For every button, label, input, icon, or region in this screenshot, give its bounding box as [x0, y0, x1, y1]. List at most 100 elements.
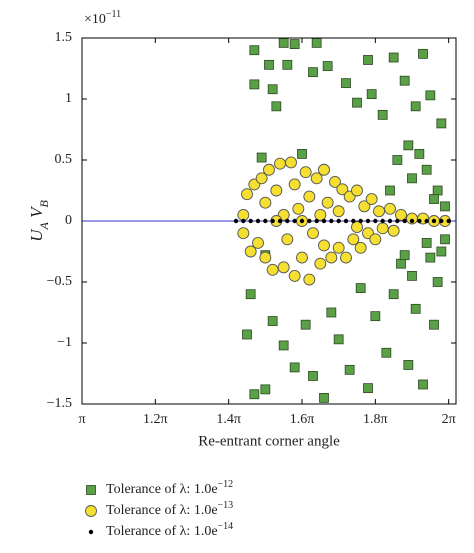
- square-point: [385, 185, 395, 196]
- dot-point: [336, 218, 341, 224]
- square-point: [355, 283, 366, 294]
- dot-point: [329, 218, 334, 224]
- square-point: [421, 238, 432, 248]
- square-point: [436, 246, 447, 257]
- circle-point: [288, 269, 301, 282]
- square-point: [256, 152, 267, 163]
- y-tick-label: 1.5: [55, 30, 73, 45]
- circle-point: [340, 251, 352, 264]
- x-tick-label: 1.6π: [290, 412, 315, 427]
- circle-point: [369, 233, 382, 246]
- dot-point: [270, 218, 275, 224]
- square-point: [308, 67, 318, 78]
- square-point: [410, 101, 421, 112]
- square-point: [278, 340, 289, 351]
- dot-point: [285, 218, 290, 224]
- circle-point: [303, 190, 316, 203]
- offset-exp: −11: [106, 9, 121, 20]
- square-point: [418, 48, 428, 59]
- square-point: [249, 389, 260, 400]
- y-label-part: B: [37, 200, 51, 208]
- circle-point: [387, 224, 400, 237]
- x-tick-label: 2π: [442, 412, 456, 427]
- offset-base: ×10: [84, 12, 106, 27]
- dot-point: [292, 218, 297, 224]
- square-point: [403, 360, 414, 370]
- legend-label: Tolerance of λ: 1.0e−12: [106, 479, 233, 497]
- square-point: [440, 201, 450, 212]
- circle-point: [277, 261, 290, 274]
- dot-point: [248, 218, 253, 224]
- dot-point: [241, 218, 246, 224]
- circle-point: [336, 183, 349, 196]
- dot-point: [263, 218, 268, 224]
- square-point: [341, 78, 351, 89]
- circle-point: [325, 251, 338, 264]
- square-point: [399, 75, 410, 86]
- dot-point: [88, 529, 94, 535]
- square-point: [278, 37, 289, 48]
- dot-point: [255, 218, 261, 224]
- circle-point: [274, 157, 286, 170]
- square-point: [319, 392, 329, 403]
- circle-point: [365, 193, 378, 205]
- square-point: [333, 334, 344, 345]
- dot-point: [343, 218, 349, 224]
- square-point: [425, 252, 436, 263]
- square-point: [242, 329, 252, 340]
- square-point: [370, 311, 381, 322]
- circle-point: [241, 188, 253, 201]
- dot-point: [351, 218, 356, 224]
- y-tick-label: 1: [65, 91, 72, 106]
- dot-point: [314, 218, 319, 224]
- circle-point: [255, 172, 268, 185]
- circle-point: [332, 205, 345, 218]
- y-label-part: U: [27, 228, 46, 242]
- circle-point: [376, 222, 389, 235]
- legend-exp: −14: [218, 521, 234, 532]
- circle-point: [252, 237, 264, 249]
- circle-point: [237, 208, 250, 221]
- square-point: [282, 59, 293, 70]
- legend-name: Tolerance of λ: 1.0e: [106, 503, 218, 518]
- square-point: [436, 118, 447, 129]
- circle-point: [384, 202, 396, 215]
- square-point: [249, 79, 260, 90]
- dot-point: [380, 218, 385, 224]
- dot-point: [321, 218, 327, 224]
- square-point: [403, 140, 414, 151]
- square-point: [381, 347, 392, 358]
- square-point: [414, 148, 425, 159]
- square-point: [425, 90, 436, 101]
- square-point: [418, 379, 428, 390]
- legend-label: Tolerance of λ: 1.0e−14: [106, 521, 233, 539]
- legend-exp: −13: [218, 500, 234, 511]
- dot-point: [387, 218, 393, 224]
- dot-point: [417, 218, 422, 224]
- square-point: [410, 303, 421, 314]
- circle-point: [259, 196, 272, 209]
- circle-point: [296, 251, 308, 264]
- square-point: [388, 52, 399, 63]
- square-point: [267, 84, 278, 95]
- dot-point: [424, 218, 429, 224]
- square-point: [267, 316, 278, 326]
- circle-point: [266, 263, 279, 276]
- circle-point: [263, 163, 275, 176]
- dot-point: [402, 218, 407, 224]
- square-point: [421, 164, 432, 175]
- circle-point: [314, 257, 327, 270]
- circle-point: [299, 166, 312, 179]
- dot-point: [365, 218, 371, 224]
- x-tick-label: π: [78, 412, 85, 427]
- square-point: [289, 39, 300, 49]
- dot-point: [307, 218, 312, 224]
- square-point: [407, 173, 417, 184]
- circle-point: [259, 251, 272, 264]
- legend-exp: −12: [218, 479, 234, 490]
- circle-point: [351, 221, 363, 234]
- square-point: [432, 277, 443, 287]
- dot-point: [409, 218, 415, 224]
